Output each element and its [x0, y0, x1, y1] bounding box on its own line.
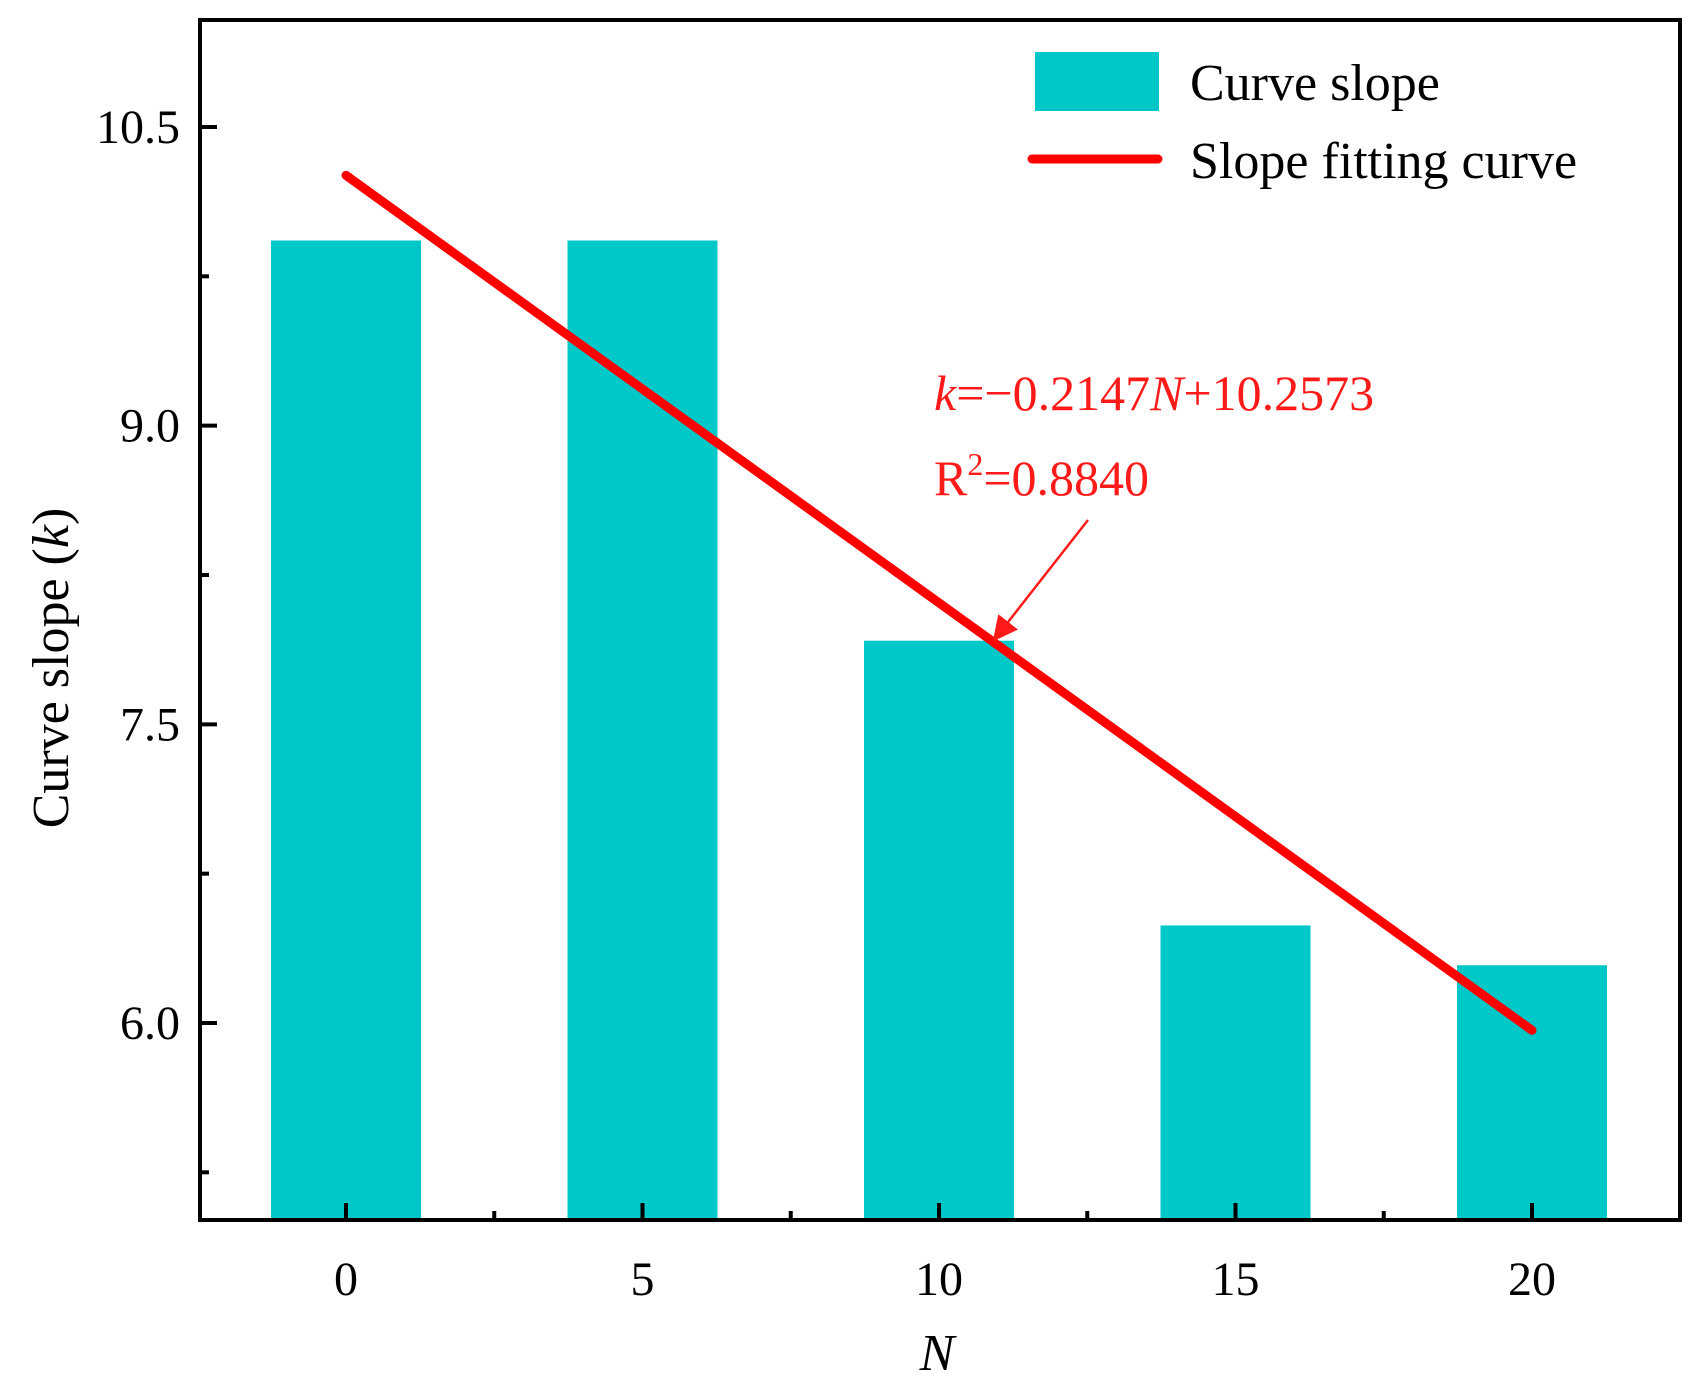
- bar-n-0: [271, 240, 421, 1220]
- fit-annotation: k=−0.2147N+10.2573 R2=0.8840: [934, 365, 1374, 642]
- y-tick-label: 10.5: [96, 101, 180, 154]
- y-axis-title: Curve slope (k): [23, 508, 80, 829]
- bar-n-10: [864, 640, 1014, 1220]
- y-tick-label: 6.0: [120, 997, 180, 1050]
- annotation-arrow: [992, 519, 1089, 642]
- legend-label-bars: Curve slope: [1190, 55, 1440, 112]
- x-tick-label-0: 0: [334, 1253, 358, 1306]
- x-tick-label-20: 20: [1508, 1253, 1556, 1306]
- y-axis-title-var: k: [23, 524, 80, 548]
- equation-k: k: [934, 365, 957, 421]
- y-axis-title-prefix: Curve slope (: [23, 548, 80, 828]
- axes-group: 0 5 10 15 20 6.0 7.5 9.0 10.5: [96, 18, 1682, 1306]
- equation-mid: =−0.2147: [956, 365, 1150, 421]
- y-tick-label: 7.5: [120, 698, 180, 751]
- x-tick-label-15: 15: [1212, 1253, 1260, 1306]
- r2-r: R: [934, 450, 968, 506]
- bar-n-20: [1457, 965, 1607, 1220]
- y-axis-title-suffix: ): [23, 508, 80, 525]
- fit-line: [341, 170, 1537, 1035]
- r2-value: =0.8840: [983, 450, 1149, 506]
- y-tick-label: 9.0: [120, 400, 180, 453]
- bar-n-5: [567, 240, 718, 1220]
- bars-group: [271, 240, 1607, 1220]
- legend-swatch-bars: [1035, 52, 1159, 111]
- fit-equation: k=−0.2147N+10.2573: [934, 365, 1374, 421]
- equation-n: N: [1149, 365, 1186, 421]
- legend-label-line: Slope fitting curve: [1190, 133, 1577, 190]
- fit-r-squared: R2=0.8840: [934, 446, 1149, 506]
- x-tick-label-5: 5: [631, 1253, 655, 1306]
- equation-end: +10.2573: [1183, 365, 1374, 421]
- fit-line-group: [341, 170, 1537, 1035]
- r2-sup: 2: [967, 446, 983, 482]
- legend: Curve slope Slope fitting curve: [1027, 52, 1577, 190]
- x-axis-title: N: [919, 1325, 958, 1382]
- bar-n-15: [1160, 925, 1311, 1220]
- x-tick-label-10: 10: [915, 1253, 963, 1306]
